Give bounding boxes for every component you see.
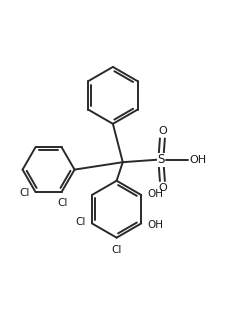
Text: Cl: Cl: [19, 188, 29, 198]
Text: Cl: Cl: [111, 245, 121, 255]
Text: OH: OH: [147, 220, 163, 230]
Text: O: O: [158, 183, 166, 193]
Text: Cl: Cl: [75, 217, 85, 227]
Text: Cl: Cl: [57, 198, 68, 208]
Text: OH: OH: [147, 189, 163, 199]
Text: OH: OH: [189, 155, 206, 165]
Text: O: O: [158, 126, 166, 136]
Text: S: S: [157, 153, 164, 166]
